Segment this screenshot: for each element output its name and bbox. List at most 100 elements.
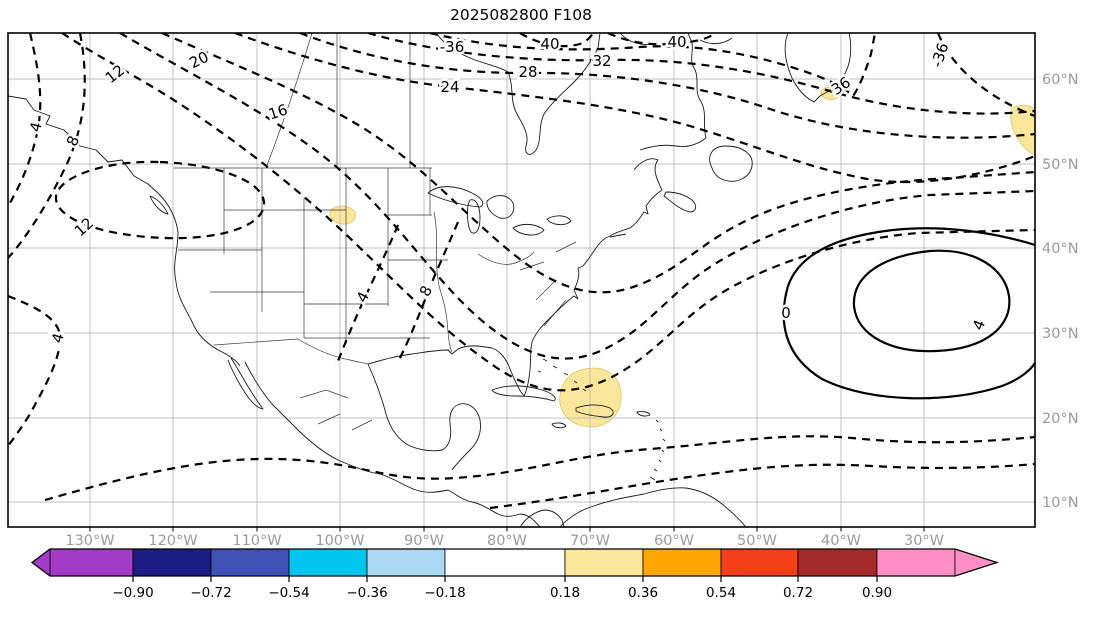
contour-dashed [161, 33, 1035, 294]
x-tick-label: 40°W [821, 533, 861, 549]
political-borders [174, 33, 577, 431]
x-tick-label: 120°W [148, 533, 197, 549]
gulf-atlantic-coastline [367, 33, 707, 471]
colorbar-tick-label: −0.90 [112, 585, 153, 601]
colorbar-segment [564, 548, 644, 577]
south-america-coastline [519, 487, 747, 527]
contour-label: 16 [266, 100, 290, 123]
contour-label: 24 [440, 78, 459, 96]
x-tick-label: 80°W [487, 533, 527, 549]
contour-label: 8 [63, 133, 83, 149]
colorbar-segment [444, 548, 566, 577]
contour-label: 20 [186, 48, 211, 73]
pacific-coastline [8, 95, 541, 527]
hudson-bay-coastline [435, 33, 733, 155]
contour-solid-0 [782, 227, 1035, 400]
contour-dashed [299, 33, 1035, 139]
canada-province-borders [265, 33, 411, 169]
newfoundland-coastline [709, 145, 753, 182]
y-tick-label: 50°N [1042, 157, 1079, 173]
colorbar-segment [876, 548, 956, 577]
contour-dashed [334, 224, 400, 367]
contour-dashed [397, 221, 460, 363]
colorbar-tick-label: 0.36 [628, 585, 658, 601]
contour-label: -36 [440, 38, 465, 56]
contour-dashed [607, 33, 716, 46]
colorbar: −0.90 −0.72 −0.54 −0.36 −0.18 0.18 0.36 0.54 0.7… [30, 548, 1000, 601]
contour-dashed [367, 33, 1035, 115]
contour-label: 8 [416, 283, 436, 300]
colorbar-tick-label: −0.18 [424, 585, 465, 601]
graticule-gridlines [8, 33, 1035, 527]
map-frame [7, 32, 1036, 528]
colorbar-tick-label: 0.18 [550, 585, 580, 601]
x-tick-label: 50°W [737, 533, 777, 549]
colorbar-outline [30, 548, 1000, 577]
us-state-borders [178, 168, 577, 365]
caribbean-islands [491, 358, 666, 481]
contour-label: 4 [353, 289, 373, 306]
solid-contours [782, 227, 1035, 400]
colorbar-tick-label: 0.90 [862, 585, 892, 601]
contour-dashed [8, 294, 62, 447]
y-tick-label: 60°N [1042, 72, 1079, 88]
colorbar-segment [642, 548, 722, 577]
y-tick-label: 30°N [1042, 326, 1079, 342]
dashed-contours [8, 33, 1035, 510]
x-tick-label: 100°W [315, 533, 364, 549]
colorbar-segment [797, 548, 878, 577]
contour-dashed [519, 33, 594, 48]
x-tick-label: 90°W [404, 533, 444, 549]
contour-label: 40 [667, 33, 686, 51]
east-edge-shaded-patch [1010, 104, 1035, 156]
contour-dashed [429, 33, 877, 98]
contour-label: 12 [71, 214, 97, 240]
contour-dashed [61, 33, 1035, 392]
colorbar-segment [210, 548, 290, 577]
contour-dashed [8, 33, 86, 259]
y-tick-label: 40°N [1042, 241, 1079, 257]
x-tick-label: 60°W [654, 533, 694, 549]
contour-label: -36 [928, 41, 953, 70]
contour-label: 12 [102, 61, 128, 87]
greenland-coastline [784, 33, 852, 103]
contour-label: 32 [592, 52, 611, 70]
contour-solid-4 [852, 249, 1011, 353]
contour-dashed [936, 33, 1035, 118]
contour-dashed [119, 33, 1035, 360]
colorbar-under-arrow [31, 548, 51, 577]
contour-label: 4 [26, 120, 46, 134]
colorbar-segment [288, 548, 368, 577]
south-dakota-shaded-patch [329, 205, 356, 225]
colorbar-segment [366, 548, 446, 577]
contour-label: 40 [540, 35, 559, 53]
colorbar-tick-label: 0.72 [783, 585, 813, 601]
x-tick-label: 130°W [65, 533, 114, 549]
colorbar-segment [720, 548, 799, 577]
figure-title: 2025082800 F108 [450, 6, 592, 24]
colorbar-segment [49, 548, 134, 577]
colorbar-tick-label: 0.54 [706, 585, 736, 601]
axis-layer: 130°W 120°W 110°W 100°W 90°W 80°W 70°W 60°W 50°W… [65, 72, 1078, 549]
mexico-state-borders [299, 389, 373, 431]
shaded-anomaly-regions [329, 86, 1035, 428]
colorbar-tick-label: −0.54 [268, 585, 309, 601]
y-tick-label: 20°N [1042, 411, 1079, 427]
contour-label: 0 [781, 304, 791, 322]
contour-dashed [234, 33, 1035, 184]
colorbar-over-arrow [954, 548, 999, 577]
colorbar-segment [132, 548, 212, 577]
y-tick-label: 10°N [1042, 495, 1079, 511]
contour-label: 4 [969, 317, 989, 333]
contour-dashed [489, 462, 1035, 510]
great-lakes [427, 186, 572, 236]
contour-dashed [8, 33, 42, 208]
x-tick-label: 110°W [232, 533, 281, 549]
coastlines [8, 33, 852, 527]
contour-label: 28 [518, 63, 537, 81]
x-tick-label: 70°W [570, 533, 610, 549]
x-tick-label: 30°W [904, 533, 944, 549]
